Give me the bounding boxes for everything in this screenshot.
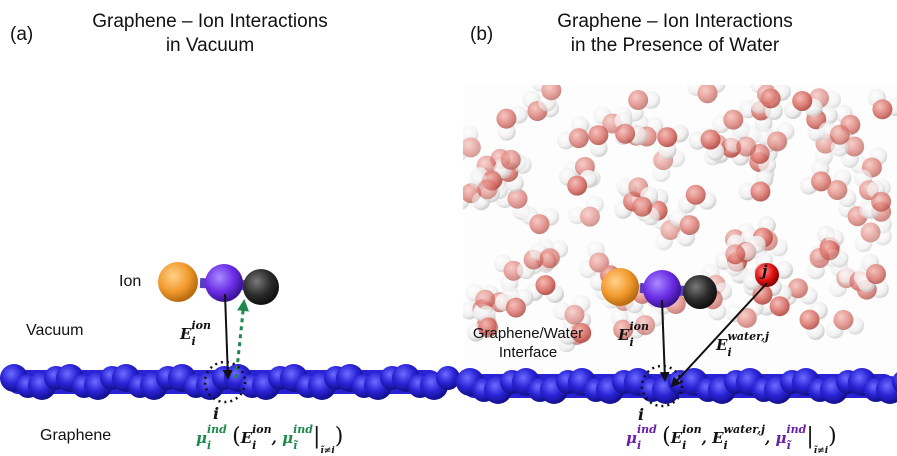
water-molecule <box>495 288 534 318</box>
panel-b-title-line2: in the Presence of Water <box>570 35 780 56</box>
ion-label: Ion <box>119 273 142 290</box>
water-molecule <box>799 301 828 341</box>
water-molecule <box>827 169 857 208</box>
field-sub: i <box>191 335 196 348</box>
water-molecule <box>850 147 888 178</box>
water-molecule <box>469 171 498 210</box>
water-molecule <box>614 111 648 145</box>
ion-black-atom-b <box>683 275 717 309</box>
water-molecule <box>818 122 850 157</box>
water-molecule-j <box>743 261 793 290</box>
graphene-b-atom <box>876 376 897 404</box>
condition-a: ĩ≠i <box>320 446 335 456</box>
dipole-symbol-a: μ <box>196 429 207 447</box>
graphene-label: Graphene <box>40 427 112 444</box>
panel-b-label: (b) <box>470 24 494 45</box>
water-molecule <box>463 125 481 161</box>
atom-i-circle-a <box>203 360 247 404</box>
water-molecule <box>867 88 897 120</box>
water-molecule <box>756 122 795 152</box>
dipole-sup-a: ind <box>206 423 227 436</box>
water-molecule <box>677 184 717 214</box>
field-symbol: E <box>180 325 192 343</box>
water-molecule <box>553 294 591 325</box>
water-molecule <box>725 242 757 277</box>
water-molecule <box>529 240 569 269</box>
vacuum-label: Vacuum <box>26 322 84 339</box>
water-molecule <box>799 159 832 195</box>
atom-i-circle-b <box>640 364 684 408</box>
dipole-sub-a: i <box>206 439 212 452</box>
ion-orange-atom-b <box>601 268 639 306</box>
ion-molecule-a <box>158 262 279 305</box>
water-molecule <box>687 85 726 104</box>
field-arrow-water-b <box>670 282 768 388</box>
field-sup: ion <box>191 319 211 332</box>
water-molecule <box>760 85 791 121</box>
graphene-sheet-a <box>0 364 460 400</box>
water-j-label: j <box>762 262 768 280</box>
water-molecule <box>556 116 590 150</box>
ion-purple-atom-b <box>643 270 681 308</box>
water-molecule <box>857 253 887 293</box>
water-molecule <box>669 209 700 247</box>
water-molecule <box>626 307 665 336</box>
water-molecule <box>632 186 660 226</box>
ion-molecule-b <box>601 268 717 309</box>
dipole-equation-a: μ ind i (E ion i, μ ind ĩ |ĩ≠i) <box>196 423 344 456</box>
atom-i-label-b: i <box>638 405 645 424</box>
ion-purple-atom <box>205 264 243 302</box>
interface-line1: Graphene/Water <box>472 325 584 342</box>
water-molecule <box>712 109 750 140</box>
water-molecule <box>825 309 865 339</box>
water-molecule <box>558 167 598 196</box>
graphene-a-atom <box>436 366 460 390</box>
water-molecule <box>657 124 689 160</box>
panel-b-title-line1: Graphene – Ion Interactions <box>557 11 793 32</box>
field-arrow-a <box>222 293 233 380</box>
water-molecule <box>568 195 604 227</box>
water-molecule <box>861 180 892 219</box>
water-molecule <box>496 105 528 141</box>
water-molecule <box>819 229 849 268</box>
interface-line2: Interface <box>498 344 558 361</box>
water-molecule <box>854 222 892 253</box>
ion-orange-atom <box>158 262 198 302</box>
panel-b-title: Graphene – Ion Interactions in the Prese… <box>510 10 840 58</box>
water-molecule <box>688 129 725 161</box>
panel-a-title-line1: Graphene – Ion Interactions <box>92 11 328 32</box>
water-molecule <box>738 170 774 202</box>
panel-a-label: (a) <box>10 24 34 45</box>
interface-label: Graphene/Water Interface <box>468 324 588 362</box>
panel-a-title: Graphene – Ion Interactions in Vacuum <box>60 10 360 58</box>
water-molecule <box>467 305 499 342</box>
water-molecule <box>724 126 762 157</box>
panel-a-title-line2: in Vacuum <box>165 35 255 56</box>
ion-black-atom <box>243 269 279 305</box>
water-molecule <box>783 90 823 119</box>
eq-field-a: E <box>240 429 253 447</box>
graphene-b-atom <box>892 372 897 392</box>
atom-i-label-a: i <box>213 404 220 423</box>
water-molecule <box>531 85 562 112</box>
water-molecule <box>520 206 560 235</box>
